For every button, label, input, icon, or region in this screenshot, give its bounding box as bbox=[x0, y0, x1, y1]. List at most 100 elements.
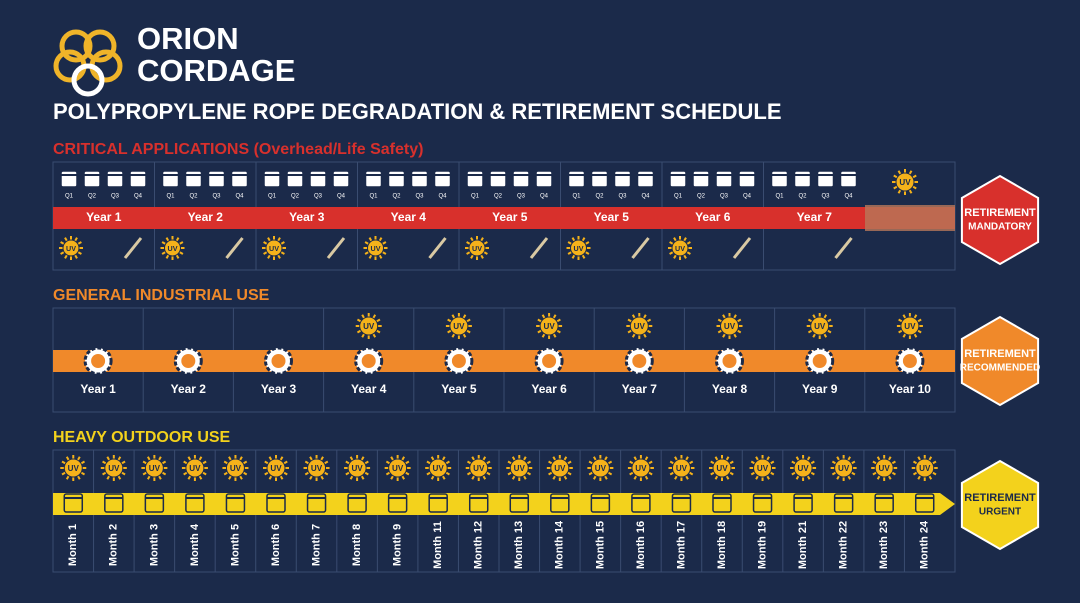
sun-ray bbox=[548, 471, 553, 476]
sun-ray bbox=[480, 254, 484, 259]
period-label: Year 2 bbox=[188, 210, 224, 224]
sun-ray bbox=[77, 241, 82, 245]
sun-ray bbox=[80, 471, 86, 476]
sun-ray bbox=[908, 189, 913, 194]
sun-ray bbox=[806, 475, 811, 480]
sun-ray bbox=[372, 314, 377, 319]
rope-icon bbox=[225, 237, 244, 259]
sun-ray bbox=[876, 475, 881, 480]
sun-ray bbox=[121, 471, 126, 476]
sun-ray bbox=[607, 460, 613, 465]
calendar-icon bbox=[428, 493, 448, 513]
sun-ray bbox=[60, 241, 65, 245]
sun-ray bbox=[642, 333, 647, 338]
period-label: Year 6 bbox=[695, 210, 731, 224]
uv-label: UV bbox=[814, 322, 826, 331]
calendar-icon bbox=[104, 493, 124, 513]
quarter-label: Q4 bbox=[337, 194, 346, 200]
calendar-icon bbox=[793, 170, 812, 188]
uv-label: UV bbox=[919, 464, 931, 473]
period-label: Year 3 bbox=[289, 210, 325, 224]
sun-ray bbox=[360, 456, 365, 461]
quarter-label: Q2 bbox=[291, 194, 300, 200]
sun bbox=[631, 458, 651, 478]
sun-ray bbox=[847, 475, 852, 480]
calendar-icon bbox=[613, 170, 632, 188]
sun-ray bbox=[471, 456, 476, 461]
sun-ray bbox=[928, 456, 933, 461]
sun-ray bbox=[795, 475, 800, 480]
calendar-icon bbox=[364, 170, 383, 188]
sun-ray bbox=[279, 475, 284, 480]
sun-ray bbox=[908, 170, 913, 175]
calendar-icon bbox=[669, 170, 687, 188]
sun-ray bbox=[345, 460, 350, 465]
uv-label: UV bbox=[270, 464, 282, 473]
sun-ray bbox=[74, 254, 78, 259]
period-label: Month 8 bbox=[351, 524, 363, 566]
sun-ray bbox=[368, 237, 373, 242]
calendar-icon bbox=[839, 170, 858, 188]
sun-ray bbox=[364, 471, 369, 476]
sun-ray bbox=[791, 471, 796, 476]
quarter-label: Q3 bbox=[314, 194, 323, 200]
period-label: Year 5 bbox=[594, 210, 630, 224]
sun-ray bbox=[928, 475, 933, 480]
uv-label: UV bbox=[351, 464, 363, 473]
sun-ray bbox=[669, 460, 675, 465]
sun-ray bbox=[451, 333, 456, 338]
sun-ray bbox=[239, 475, 243, 480]
uv-label: UV bbox=[879, 464, 891, 473]
page-title: POLYPROPYLENE ROPE DEGRADATION & RETIREM… bbox=[53, 99, 782, 124]
sun-ray bbox=[912, 174, 917, 179]
sun-ray bbox=[810, 471, 815, 476]
calendar-icon bbox=[550, 493, 570, 513]
uv-label: UV bbox=[433, 464, 445, 473]
sun-ray bbox=[482, 456, 487, 461]
sun-ray bbox=[522, 456, 527, 461]
quarter-label: Q1 bbox=[572, 194, 581, 200]
sun-ray bbox=[482, 475, 487, 480]
calendar-icon bbox=[347, 493, 367, 513]
sun-ray bbox=[157, 475, 162, 480]
sun-ray bbox=[603, 456, 608, 461]
quarter-label: Q3 bbox=[111, 194, 120, 200]
calendar-icon bbox=[692, 170, 710, 188]
uv-label: UV bbox=[675, 244, 685, 253]
sun-ray bbox=[733, 314, 737, 319]
sun-ray bbox=[117, 475, 122, 480]
sun-ray bbox=[541, 333, 546, 338]
sun-ray bbox=[522, 475, 527, 480]
sun-ray bbox=[592, 456, 597, 461]
sun-ray bbox=[146, 475, 151, 480]
sun-ray bbox=[441, 475, 446, 480]
sun-ray bbox=[466, 471, 472, 476]
period-label: Year 4 bbox=[391, 210, 427, 224]
uv-label: UV bbox=[716, 464, 728, 473]
sun-ray bbox=[717, 318, 723, 323]
sun-ray bbox=[445, 471, 450, 476]
sun-ray bbox=[755, 456, 759, 461]
period-label: Year 5 bbox=[441, 382, 477, 396]
sun bbox=[63, 458, 83, 478]
sun bbox=[915, 458, 935, 478]
uv-label: UV bbox=[724, 322, 736, 331]
sun-ray bbox=[268, 456, 273, 461]
badge bbox=[960, 459, 1040, 551]
sun-ray bbox=[571, 237, 576, 242]
quarter-label: Q4 bbox=[235, 194, 244, 200]
sun-ray bbox=[142, 460, 148, 465]
sun-ray bbox=[807, 329, 813, 334]
check-icon bbox=[632, 354, 647, 368]
sun-ray bbox=[607, 471, 613, 476]
section-heading: HEAVY OUTDOOR USE bbox=[53, 429, 231, 446]
sun-ray bbox=[375, 318, 381, 323]
sun-ray bbox=[823, 314, 828, 319]
sun-ray bbox=[466, 329, 471, 334]
uv-label: UV bbox=[311, 464, 323, 473]
sun bbox=[347, 458, 367, 478]
sun-ray bbox=[264, 460, 269, 465]
quarter-label: Q3 bbox=[212, 194, 221, 200]
sun-ray bbox=[117, 456, 122, 461]
sun-ray bbox=[710, 460, 715, 465]
